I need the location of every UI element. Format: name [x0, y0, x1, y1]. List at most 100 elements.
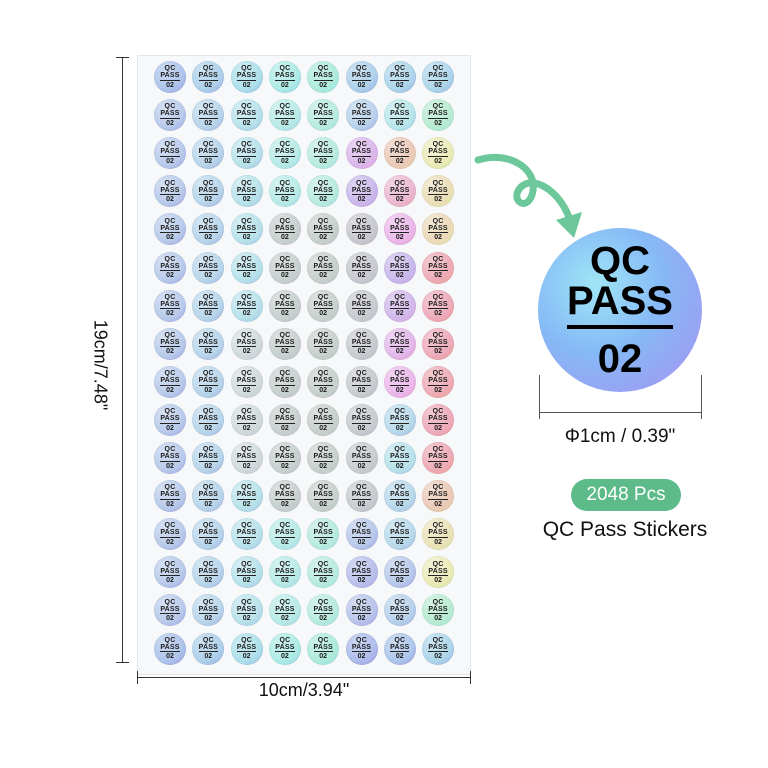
sticker-line1: QC — [394, 560, 406, 568]
sticker-line2: PASS — [160, 643, 180, 653]
sticker-line1: QC — [164, 331, 176, 339]
sticker-line2: PASS — [351, 110, 372, 119]
sticker: QC PASS 02 — [268, 61, 301, 93]
sticker-line1: QC — [241, 103, 253, 111]
sticker-line2: PASS — [313, 338, 333, 348]
sticker-line1: QC — [317, 217, 329, 225]
sticker-line1: QC — [317, 255, 329, 263]
sticker-line2: PASS — [390, 529, 410, 538]
sticker-line2: PASS — [236, 262, 257, 272]
sticker-line2: PASS — [198, 643, 218, 653]
sticker-line3: 02 — [242, 119, 251, 127]
sticker: QC PASS 02 — [345, 518, 378, 551]
sticker: QC PASS 02 — [422, 327, 455, 360]
sticker-line1: QC — [164, 255, 176, 263]
sticker: QC PASS 02 — [268, 213, 301, 246]
sticker-line1: QC — [164, 636, 176, 644]
sticker-line1: QC — [317, 370, 329, 378]
sticker-line3: 02 — [280, 577, 289, 585]
sticker-line2: PASS — [351, 491, 372, 500]
sticker-line3: 02 — [204, 424, 213, 432]
sticker-line3: 02 — [204, 157, 213, 165]
sticker-line3: 02 — [319, 196, 328, 204]
sticker: QC PASS 02 — [154, 137, 186, 170]
sticker-line3: 02 — [242, 653, 251, 661]
sticker: QC PASS 02 — [192, 518, 225, 551]
width-label: 10cm/3.94" — [258, 680, 350, 700]
sticker: QC PASS 02 — [422, 251, 455, 284]
sticker-line1: QC — [202, 598, 214, 606]
sticker-line2: PASS — [313, 224, 333, 234]
sticker-line3: 02 — [395, 462, 404, 470]
sticker-line3: 02 — [357, 81, 366, 89]
sticker-line3: 02 — [204, 272, 213, 280]
sticker-line1: QC — [202, 217, 214, 225]
sticker-line1: QC — [317, 408, 329, 416]
sticker-line3: 02 — [319, 272, 328, 280]
sticker-line3: 02 — [357, 424, 366, 432]
sticker-line2: PASS — [236, 186, 257, 196]
sticker-line3: 02 — [357, 234, 366, 242]
sticker-line3: 02 — [319, 424, 328, 432]
sticker-line3: 02 — [434, 81, 442, 89]
sticker-line2: PASS — [428, 377, 448, 386]
sticker-line3: 02 — [395, 386, 404, 394]
sticker: QC PASS 02 — [230, 99, 263, 132]
sticker-line2: PASS — [275, 148, 295, 157]
sticker-line1: QC — [432, 141, 444, 149]
sticker-line2: PASS — [313, 491, 333, 500]
sticker: QC PASS 02 — [230, 137, 263, 170]
height-tick-bottom — [116, 662, 129, 663]
sticker-line2: PASS — [236, 453, 257, 462]
sticker: QC PASS 02 — [192, 556, 225, 589]
sticker-line1: QC — [432, 560, 444, 568]
sticker-line1: QC — [241, 65, 253, 73]
sticker-line1: QC — [279, 636, 291, 644]
sticker: QC PASS 02 — [230, 327, 263, 360]
sticker-line3: 02 — [357, 615, 366, 623]
sticker: QC PASS 02 — [383, 175, 416, 208]
sticker-line2: PASS — [351, 72, 372, 81]
sticker-line1: QC — [317, 598, 329, 606]
sticker-line1: QC — [317, 293, 329, 301]
sticker-line3: 02 — [395, 653, 404, 661]
sticker-line3: 02 — [280, 196, 289, 204]
sticker: QC PASS 02 — [268, 175, 301, 208]
sticker: QC PASS 02 — [383, 137, 416, 170]
sticker-line3: 02 — [395, 577, 404, 585]
sticker-line2: PASS — [351, 186, 372, 196]
sticker-line1: QC — [356, 179, 367, 187]
sticker-line2: PASS — [313, 186, 333, 196]
sticker-line1: QC — [202, 560, 214, 568]
sticker-line2: PASS — [198, 110, 218, 119]
sticker-line2: PASS — [160, 148, 180, 157]
sticker-line2: PASS — [313, 529, 333, 538]
sticker: QC PASS 02 — [154, 480, 186, 513]
sticker-line3: 02 — [242, 348, 251, 356]
sticker-line2: PASS — [313, 377, 333, 386]
sticker-line1: QC — [394, 370, 406, 378]
sticker-line1: QC — [279, 141, 291, 149]
sticker: QC PASS 02 — [230, 518, 263, 551]
sticker-line3: 02 — [166, 81, 174, 89]
sticker-line3: 02 — [280, 500, 289, 508]
sticker-line1: QC — [279, 217, 291, 225]
sticker-line2: PASS — [428, 72, 448, 81]
sticker-line3: 02 — [204, 234, 213, 242]
sticker-line1: QC — [241, 217, 253, 225]
sticker: QC PASS 02 — [268, 480, 301, 513]
sticker-line1: QC — [202, 65, 214, 73]
sticker-line2: PASS — [275, 377, 295, 386]
sticker-line2: PASS — [236, 529, 257, 538]
sticker-line3: 02 — [242, 538, 251, 546]
sticker-line1: QC — [202, 636, 214, 644]
sticker: QC PASS 02 — [268, 518, 301, 551]
sticker-line2: PASS — [351, 148, 372, 157]
height-dimension-line — [122, 57, 123, 663]
sticker-line1: QC — [241, 293, 253, 301]
sticker: QC PASS 02 — [422, 518, 455, 551]
sticker-line3: 02 — [280, 424, 289, 432]
sticker-line2: PASS — [160, 605, 180, 615]
sticker-line2: PASS — [275, 186, 295, 196]
sticker: QC PASS 02 — [154, 213, 186, 246]
